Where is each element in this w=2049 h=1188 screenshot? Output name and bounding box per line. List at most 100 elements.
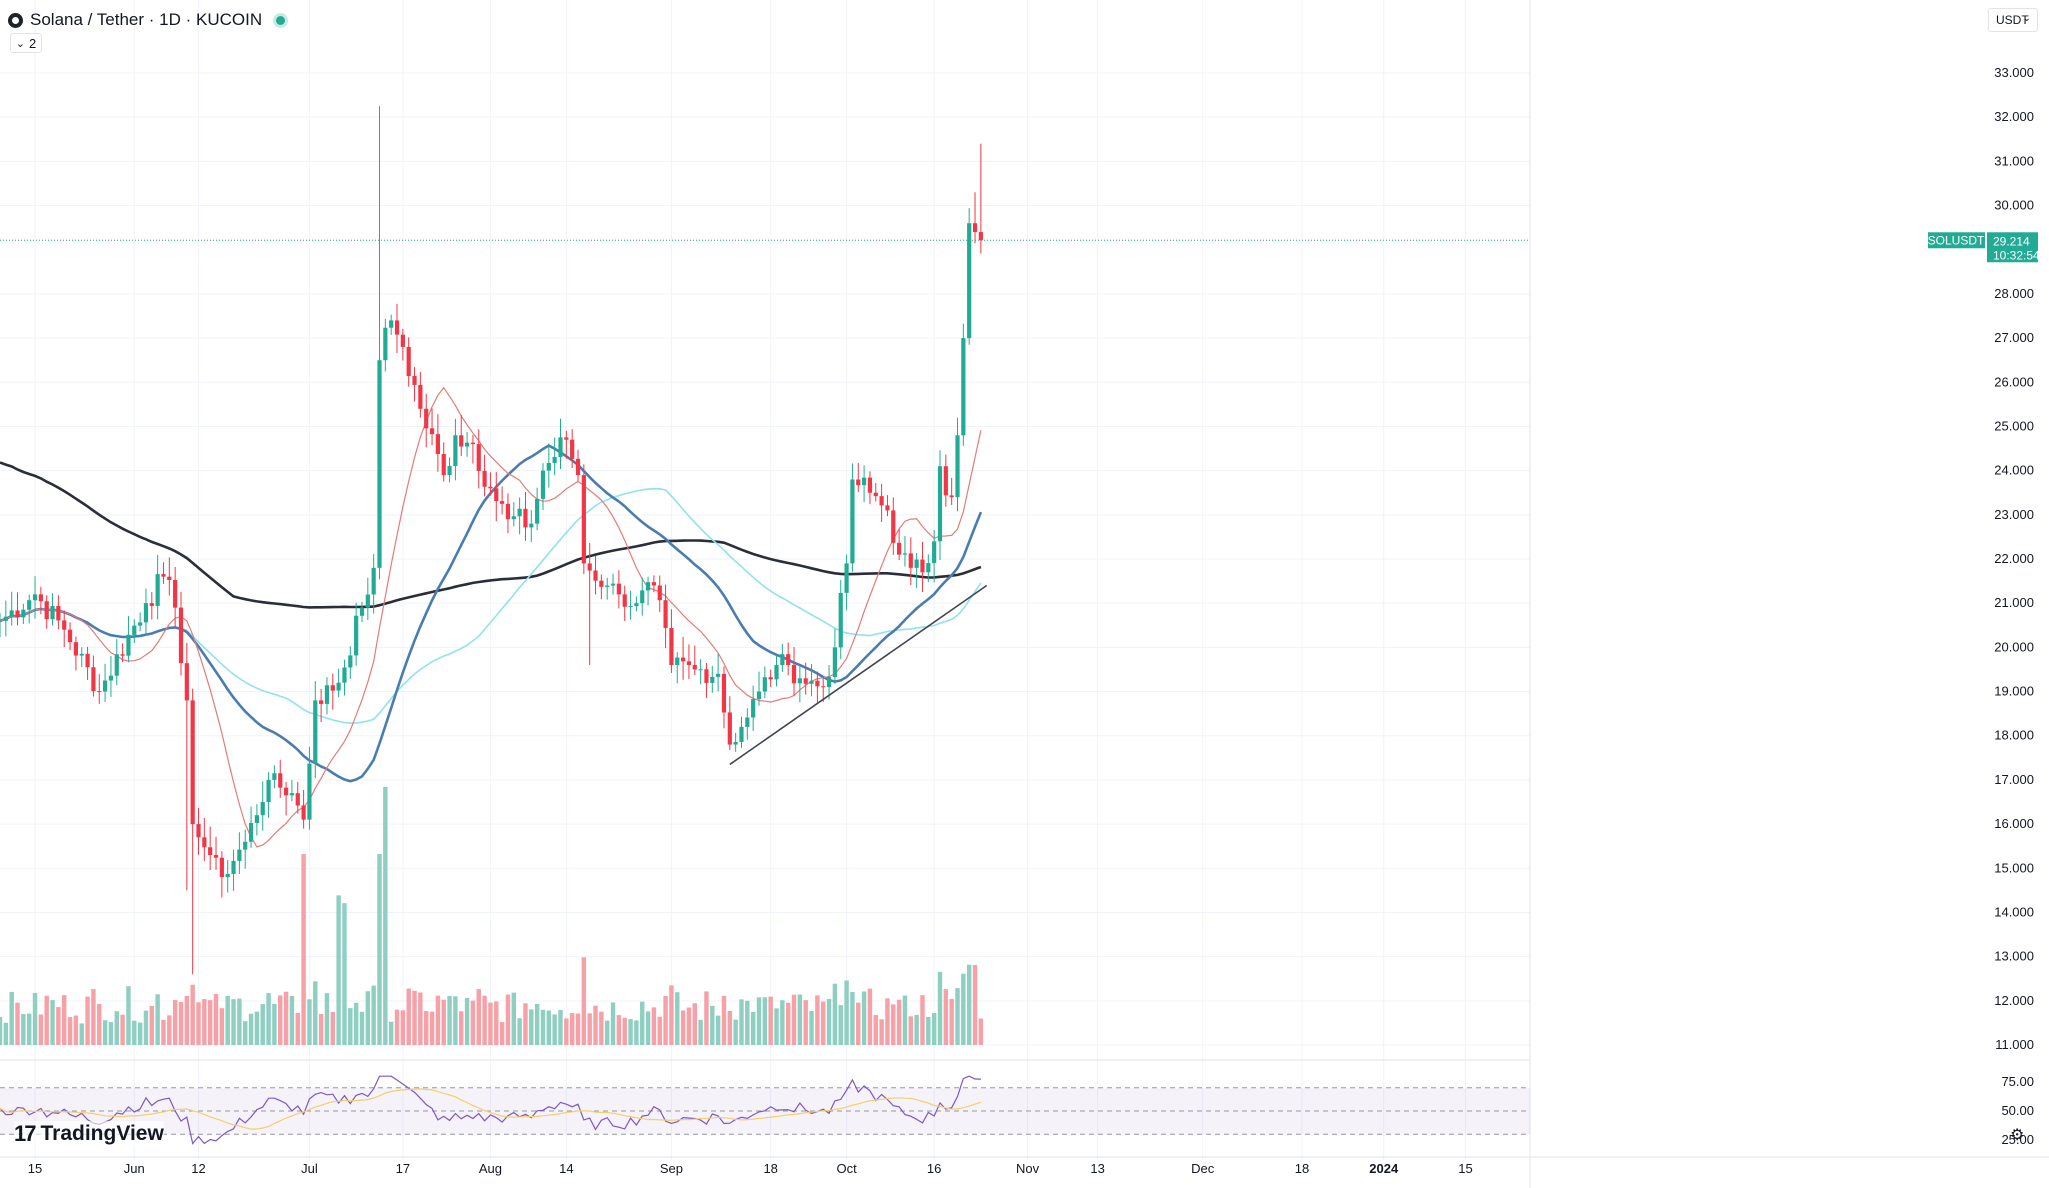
candle-body — [108, 675, 114, 681]
volume-bar — [342, 903, 347, 1045]
volume-bar — [85, 996, 90, 1045]
indicator-toggle-button[interactable]: ⌄ 2 — [10, 33, 42, 53]
volume-bar — [207, 1000, 213, 1045]
candle-body — [15, 610, 20, 618]
volume-bar — [599, 1011, 604, 1045]
volume-bar — [79, 1023, 84, 1045]
volume-bar — [704, 991, 709, 1045]
volume-bar — [785, 1002, 791, 1045]
volume-bar — [453, 996, 458, 1045]
candle-body — [313, 700, 318, 764]
volume-bar — [225, 995, 230, 1045]
x-tick-label: 13 — [1090, 1161, 1104, 1176]
candle-body — [67, 629, 73, 643]
candle-body — [254, 815, 259, 823]
volume-bar — [464, 997, 470, 1045]
volume-bar — [832, 983, 838, 1045]
volume-bar — [844, 980, 849, 1045]
candle-body — [143, 603, 149, 623]
candle-body — [319, 700, 324, 704]
last-price-label: 29.214 — [1993, 234, 2030, 248]
candle-body — [610, 583, 616, 586]
chevron-down-icon: ⌄ — [2022, 13, 2031, 24]
candle-body — [85, 653, 90, 668]
candle-body — [902, 553, 908, 555]
volume-bar — [686, 1007, 692, 1045]
volume-bar — [3, 1022, 9, 1045]
rsi-tick-label: 75.00 — [2001, 1074, 2034, 1089]
candle-body — [435, 434, 440, 454]
candle-body — [879, 496, 884, 506]
volume-bar — [365, 991, 371, 1045]
candle-body — [540, 470, 546, 499]
candle-body — [529, 523, 534, 528]
candle-body — [371, 567, 376, 595]
x-tick-label: 14 — [559, 1161, 573, 1176]
candle-body — [488, 486, 493, 489]
symbol-header[interactable]: Solana / Tether · 1D · KUCOIN — [8, 9, 286, 31]
volume-bar — [826, 998, 832, 1045]
volume-bar — [307, 999, 312, 1045]
volume-bar — [879, 1019, 884, 1045]
volume-bar — [640, 1001, 645, 1045]
volume-bar — [587, 1013, 592, 1045]
volume-bar — [955, 988, 960, 1045]
volume-bar — [254, 1011, 260, 1045]
y-tick-label: 24.000 — [1994, 463, 2034, 478]
volume-bar — [791, 994, 797, 1045]
candle-body — [809, 680, 814, 684]
gear-icon[interactable]: ⚙ — [2010, 1127, 2025, 1144]
candle-body — [44, 601, 49, 620]
volume-bar — [815, 995, 820, 1045]
volume-bar — [149, 1005, 155, 1045]
chevron-down-icon: ⌄ — [15, 37, 25, 50]
volume-bar — [575, 1013, 581, 1045]
candle-body — [762, 677, 767, 692]
candle-body — [628, 606, 633, 608]
candle-body — [132, 625, 137, 635]
candle-body — [126, 634, 131, 656]
candle-body — [622, 594, 627, 607]
countdown-label: 10:32:54 — [1993, 248, 2040, 262]
candle-body — [184, 663, 189, 701]
candle-body — [91, 667, 96, 692]
volume-bar — [15, 1002, 20, 1045]
volume-bar — [377, 854, 382, 1045]
candle-body — [564, 437, 569, 440]
volume-bar — [972, 965, 978, 1045]
candle-body — [354, 615, 359, 656]
currency-button[interactable]: USDT ⌄ — [1988, 8, 2038, 32]
volume-bar — [552, 1014, 557, 1045]
volume-bar — [242, 1021, 248, 1045]
volume-bar — [873, 1014, 878, 1045]
candle-body — [821, 686, 826, 688]
volume-bar — [680, 1010, 686, 1045]
volume-bar — [943, 989, 949, 1045]
volume-bar — [155, 994, 160, 1045]
candle-body — [114, 654, 119, 676]
candle-body — [3, 616, 8, 621]
candle-body — [739, 726, 744, 742]
candle-body — [377, 360, 382, 568]
candle-body — [891, 510, 896, 543]
volume-bar — [62, 995, 67, 1045]
volume-bar — [91, 989, 96, 1045]
candle-body — [535, 498, 540, 524]
y-tick-label: 13.000 — [1994, 949, 2034, 964]
volume-bar — [727, 1011, 733, 1045]
candle-body — [138, 622, 143, 626]
y-tick-label: 30.000 — [1994, 198, 2034, 213]
volume-bar — [581, 957, 587, 1045]
candle-body — [424, 408, 429, 429]
volume-bar — [9, 991, 14, 1045]
volume-bar — [383, 787, 388, 1045]
tradingview-logo[interactable]: 17 TradingView — [14, 1121, 164, 1147]
trendline — [729, 584, 988, 766]
volume-bar — [56, 1007, 61, 1045]
volume-bar — [266, 993, 271, 1045]
volume-bar — [213, 994, 219, 1045]
candle-body — [27, 600, 32, 610]
volume-bar — [610, 1002, 616, 1045]
